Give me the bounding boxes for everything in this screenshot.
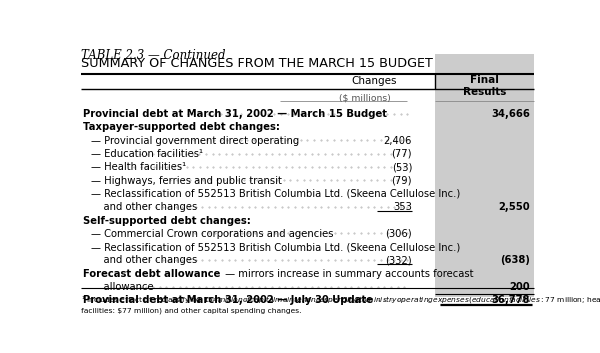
Text: TABLE 2.3 — Continued: TABLE 2.3 — Continued <box>80 49 225 62</box>
Text: Self-supported debt changes:: Self-supported debt changes: <box>83 215 251 226</box>
Text: 2,406: 2,406 <box>384 136 412 145</box>
Text: SUMMARY OF CHANGES FROM THE MARCH 15 BUDGET: SUMMARY OF CHANGES FROM THE MARCH 15 BUD… <box>80 57 433 70</box>
Bar <box>436 54 535 297</box>
Text: — Education facilities¹: — Education facilities¹ <box>91 149 203 159</box>
Text: ¹ Includes effect of reclassifying $154 million of capital maintenance spending : ¹ Includes effect of reclassifying $154 … <box>80 294 600 314</box>
Text: (332): (332) <box>386 256 412 265</box>
Text: Forecast debt allowance: Forecast debt allowance <box>83 269 220 279</box>
Text: (306): (306) <box>386 229 412 239</box>
Text: 34,666: 34,666 <box>491 109 530 119</box>
Text: — Health facilities¹: — Health facilities¹ <box>91 162 187 172</box>
Text: — Highways, ferries and public transit: — Highways, ferries and public transit <box>91 175 282 186</box>
Text: and other changes: and other changes <box>91 202 197 212</box>
Text: Taxpayer-supported debt changes:: Taxpayer-supported debt changes: <box>83 122 280 132</box>
Text: Provincial debt at March 31, 2002 — July 30 Update: Provincial debt at March 31, 2002 — July… <box>83 295 373 305</box>
Text: Final
Results: Final Results <box>463 75 506 97</box>
Text: — Reclassification of 552513 British Columbia Ltd. (Skeena Cellulose Inc.): — Reclassification of 552513 British Col… <box>91 189 461 199</box>
Text: allowance: allowance <box>91 282 154 292</box>
Text: 353: 353 <box>393 202 412 212</box>
Text: (79): (79) <box>392 175 412 186</box>
Text: 200: 200 <box>509 282 530 292</box>
Text: Changes: Changes <box>351 76 397 86</box>
Text: Provincial debt at March 31, 2002 — March 15 Budget: Provincial debt at March 31, 2002 — Marc… <box>83 109 387 119</box>
Text: 2,550: 2,550 <box>498 202 530 212</box>
Text: — Reclassification of 552513 British Columbia Ltd. (Skeena Cellulose Inc.): — Reclassification of 552513 British Col… <box>91 242 461 252</box>
Text: (53): (53) <box>392 162 412 172</box>
Text: (638): (638) <box>500 256 530 265</box>
Text: — Provincial government direct operating: — Provincial government direct operating <box>91 136 299 145</box>
Text: 36,778: 36,778 <box>491 295 530 305</box>
Text: — Commercial Crown corporations and agencies: — Commercial Crown corporations and agen… <box>91 229 334 239</box>
Text: and other changes: and other changes <box>91 256 197 265</box>
Text: (77): (77) <box>392 149 412 159</box>
Text: — mirrors increase in summary accounts forecast: — mirrors increase in summary accounts f… <box>221 269 473 279</box>
Text: ($ millions): ($ millions) <box>338 94 391 102</box>
